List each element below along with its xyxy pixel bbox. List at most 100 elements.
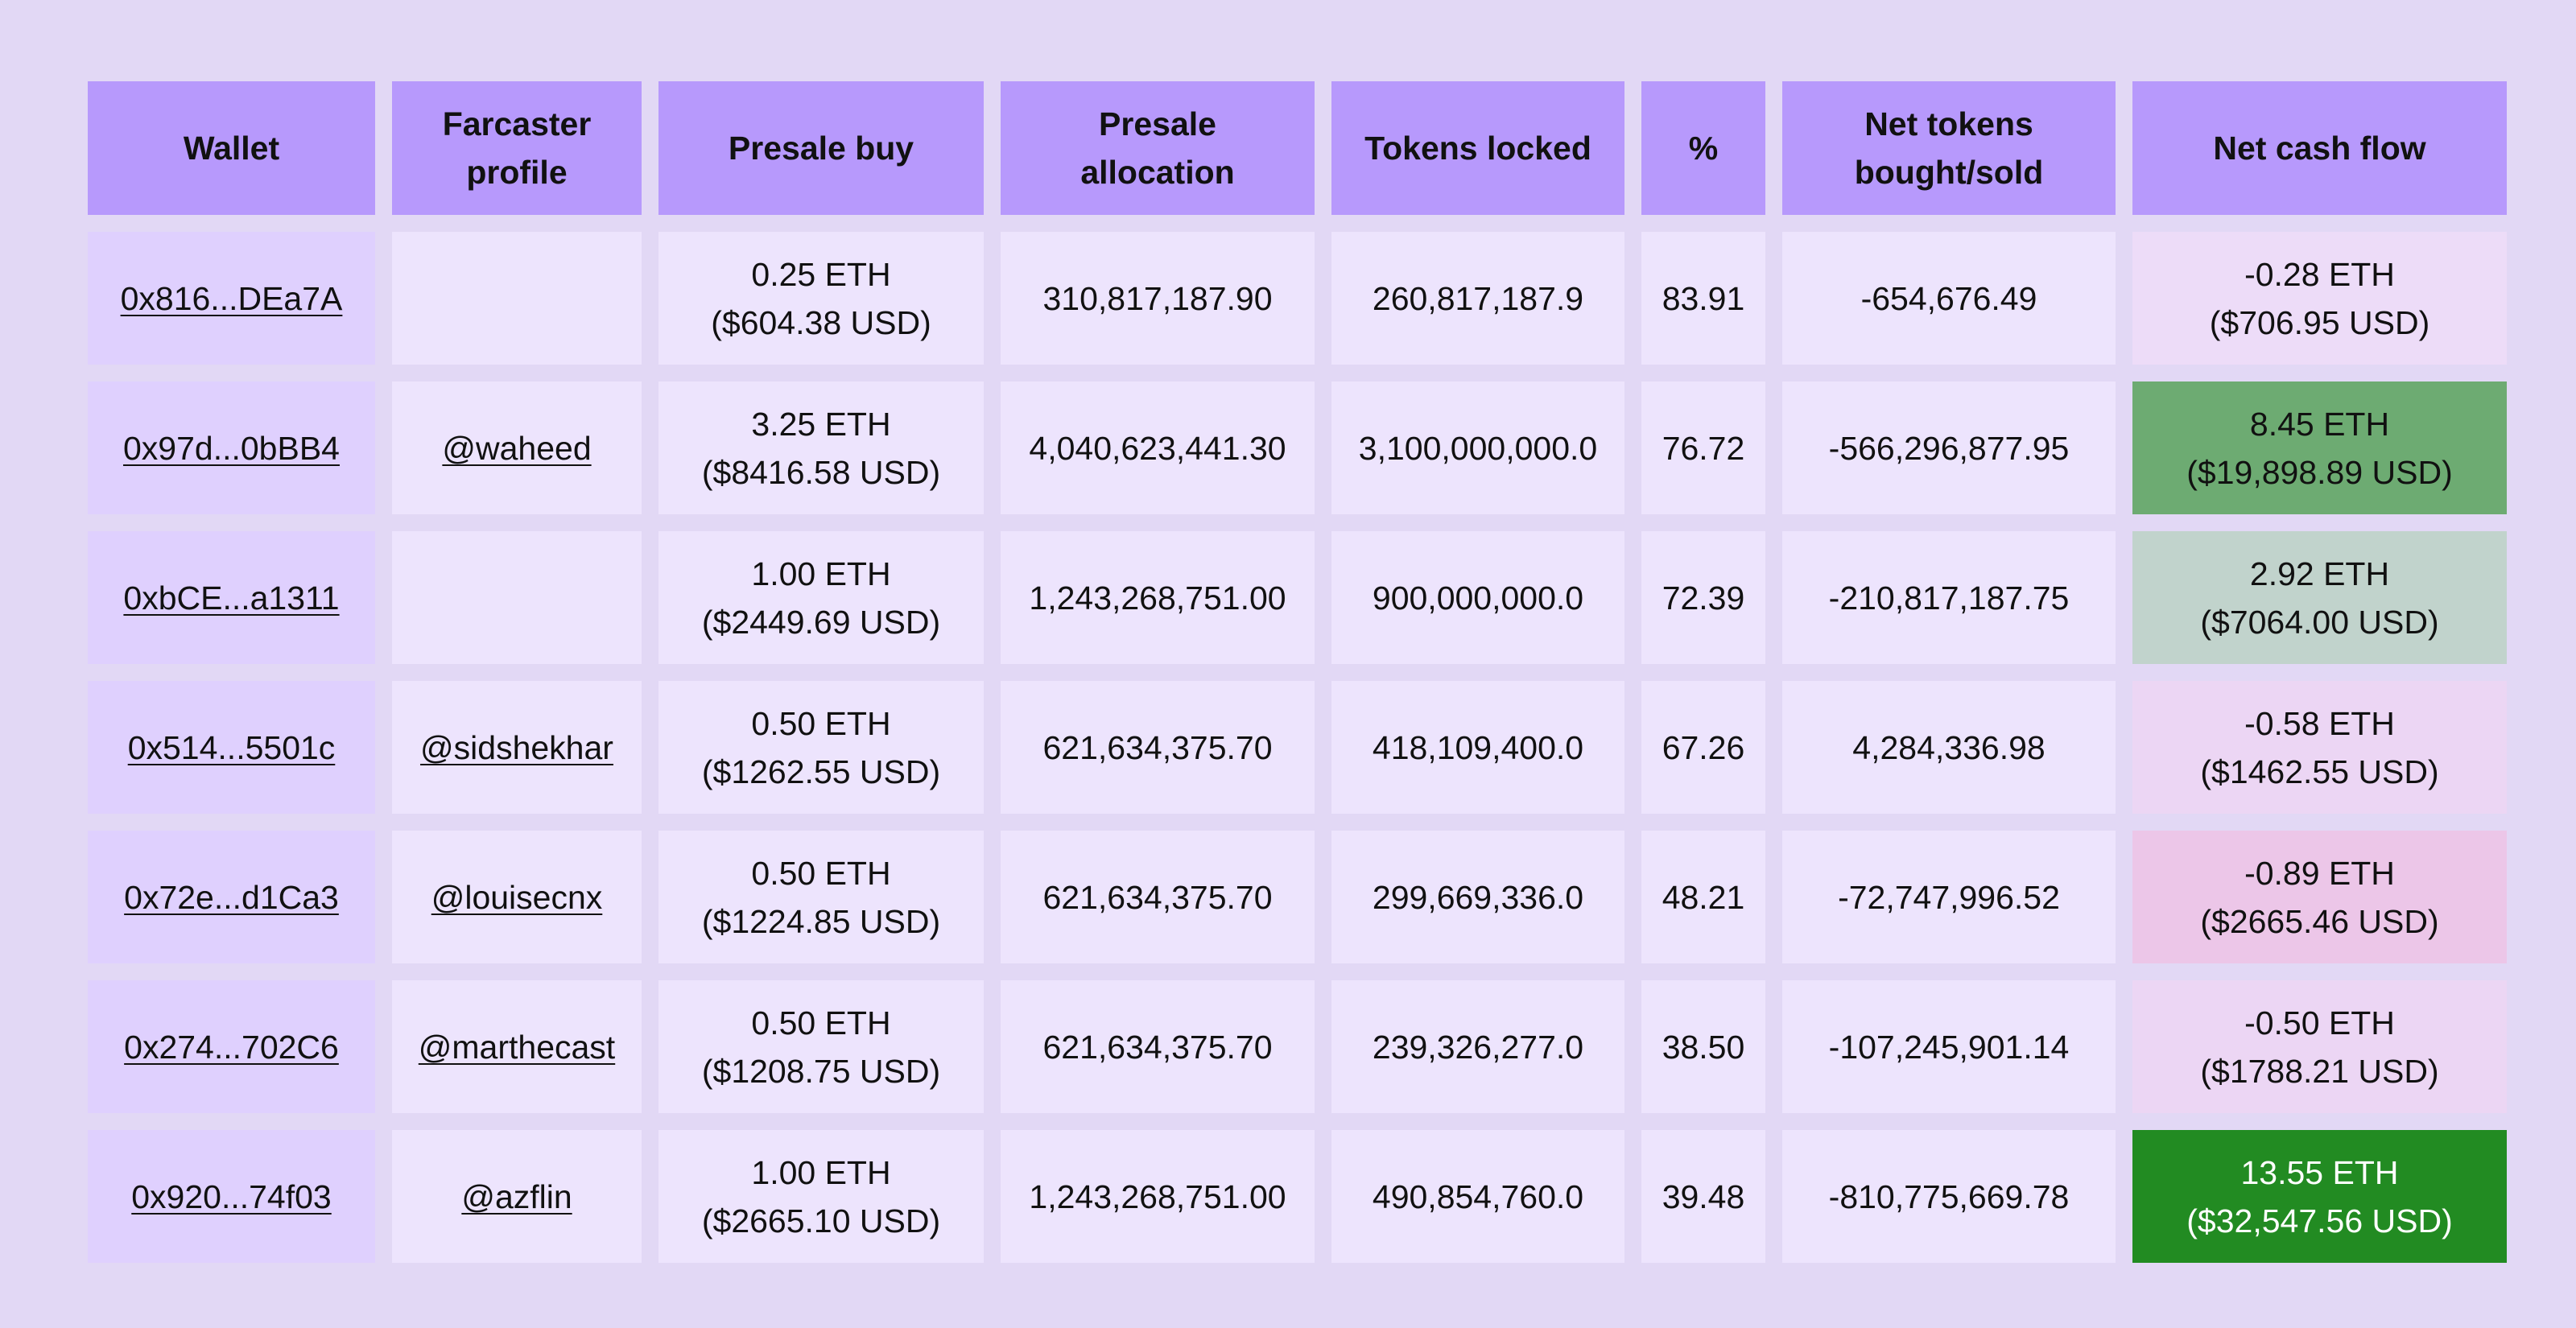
header-net-cash-flow: Net cash flow: [2132, 81, 2507, 215]
net-tokens-value: -654,676.49: [1860, 279, 2037, 317]
net-cash-eth: 13.55 ETH: [2240, 1153, 2399, 1191]
tokens-locked-cell: 490,854,760.0: [1331, 1130, 1624, 1263]
header-row: Wallet Farcaster profile Presale buy Pre…: [88, 81, 2507, 215]
presale-buy-cell: 1.00 ETH ($2665.10 USD): [658, 1130, 984, 1263]
header-presale-allocation-line1: Presale: [1099, 105, 1216, 142]
presale-buy-cell: 0.50 ETH ($1224.85 USD): [658, 831, 984, 963]
farcaster-cell: [392, 531, 642, 664]
net-cash-eth: -0.58 ETH: [2244, 704, 2395, 742]
farcaster-cell: @louisecnx: [392, 831, 642, 963]
percent-value: 39.48: [1662, 1177, 1745, 1215]
table-row: 0x97d...0bBB4 @waheed 3.25 ETH ($8416.58…: [88, 381, 2507, 514]
net-cash-eth: -0.50 ETH: [2244, 1004, 2395, 1041]
wallet-cell: 0x274...702C6: [88, 980, 375, 1113]
wallet-cell: 0x920...74f03: [88, 1130, 375, 1263]
tokens-locked-cell: 418,109,400.0: [1331, 681, 1624, 814]
percent-cell: 67.26: [1641, 681, 1765, 814]
tokens-locked-cell: 299,669,336.0: [1331, 831, 1624, 963]
header-wallet: Wallet: [88, 81, 375, 215]
farcaster-profile-link[interactable]: @marthecast: [418, 1028, 616, 1066]
farcaster-cell: @sidshekhar: [392, 681, 642, 814]
presale-buy-cell: 0.25 ETH ($604.38 USD): [658, 232, 984, 365]
presale-buy-eth: 0.50 ETH: [751, 704, 891, 742]
percent-cell: 72.39: [1641, 531, 1765, 664]
farcaster-profile-link[interactable]: @waheed: [442, 429, 592, 467]
farcaster-profile-link[interactable]: @louisecnx: [431, 878, 603, 916]
presale-allocation-value: 1,243,268,751.00: [1029, 579, 1286, 617]
table-row: 0x920...74f03 @azflin 1.00 ETH ($2665.10…: [88, 1130, 2507, 1263]
presale-buy-eth: 3.25 ETH: [751, 405, 891, 443]
wallet-link[interactable]: 0x816...DEa7A: [120, 279, 343, 317]
presale-buy-cell: 0.50 ETH ($1262.55 USD): [658, 681, 984, 814]
presale-buy-eth: 0.50 ETH: [751, 1004, 891, 1041]
percent-cell: 39.48: [1641, 1130, 1765, 1263]
table-row: 0x514...5501c @sidshekhar 0.50 ETH ($126…: [88, 681, 2507, 814]
presale-allocation-value: 621,634,375.70: [1042, 728, 1273, 766]
wallet-link[interactable]: 0x72e...d1Ca3: [124, 878, 339, 916]
header-tokens-locked-label: Tokens locked: [1364, 130, 1591, 167]
table-body: 0x816...DEa7A 0.25 ETH ($604.38 USD) 310…: [88, 232, 2507, 1263]
header-presale-allocation-line2: allocation: [1080, 154, 1235, 191]
presale-allocation-cell: 621,634,375.70: [1001, 681, 1315, 814]
net-cash-eth: -0.28 ETH: [2244, 255, 2395, 293]
farcaster-cell: @waheed: [392, 381, 642, 514]
header-tokens-locked: Tokens locked: [1331, 81, 1624, 215]
farcaster-cell: @marthecast: [392, 980, 642, 1113]
percent-value: 67.26: [1662, 728, 1745, 766]
presale-allocation-cell: 1,243,268,751.00: [1001, 531, 1315, 664]
presale-buy-usd: ($1208.75 USD): [701, 1052, 941, 1090]
table-row: 0x72e...d1Ca3 @louisecnx 0.50 ETH ($1224…: [88, 831, 2507, 963]
presale-buy-cell: 3.25 ETH ($8416.58 USD): [658, 381, 984, 514]
percent-value: 72.39: [1662, 579, 1745, 617]
tokens-locked-value: 900,000,000.0: [1372, 579, 1584, 617]
net-tokens-cell: -72,747,996.52: [1782, 831, 2116, 963]
farcaster-profile-link[interactable]: @azflin: [461, 1177, 572, 1215]
presale-buy-eth: 1.00 ETH: [751, 1153, 891, 1191]
net-cash-usd: ($1462.55 USD): [2200, 753, 2439, 790]
wallet-link[interactable]: 0x514...5501c: [127, 728, 336, 766]
farcaster-profile-link[interactable]: @sidshekhar: [420, 728, 613, 766]
wallet-link[interactable]: 0x920...74f03: [131, 1177, 332, 1215]
percent-cell: 48.21: [1641, 831, 1765, 963]
net-cash-usd: ($706.95 USD): [2209, 303, 2430, 341]
wallet-cell: 0x816...DEa7A: [88, 232, 375, 365]
header-farcaster-profile: Farcaster profile: [392, 81, 642, 215]
table-row: 0x274...702C6 @marthecast 0.50 ETH ($120…: [88, 980, 2507, 1113]
net-cash-eth: 2.92 ETH: [2249, 555, 2390, 592]
net-tokens-value: -810,775,669.78: [1828, 1177, 2070, 1215]
tokens-locked-cell: 239,326,277.0: [1331, 980, 1624, 1113]
presale-allocation-value: 4,040,623,441.30: [1029, 429, 1286, 467]
header-net-tokens: Net tokens bought/sold: [1782, 81, 2116, 215]
header-presale-buy-label: Presale buy: [728, 130, 914, 167]
net-cash-flow-cell: -0.50 ETH ($1788.21 USD): [2132, 980, 2507, 1113]
tokens-locked-value: 3,100,000,000.0: [1358, 429, 1598, 467]
net-cash-flow-cell: 2.92 ETH ($7064.00 USD): [2132, 531, 2507, 664]
presale-buy-usd: ($1224.85 USD): [701, 902, 941, 940]
header-net-tokens-line2: bought/sold: [1854, 154, 2044, 191]
percent-value: 48.21: [1662, 878, 1745, 916]
wallet-link[interactable]: 0x97d...0bBB4: [123, 429, 340, 467]
net-cash-usd: ($32,547.56 USD): [2186, 1202, 2453, 1239]
presale-buy-cell: 1.00 ETH ($2449.69 USD): [658, 531, 984, 664]
presale-allocation-cell: 310,817,187.90: [1001, 232, 1315, 365]
net-tokens-cell: -810,775,669.78: [1782, 1130, 2116, 1263]
header-presale-allocation: Presale allocation: [1001, 81, 1315, 215]
net-tokens-value: 4,284,336.98: [1852, 728, 2046, 766]
presale-allocation-value: 310,817,187.90: [1042, 279, 1273, 317]
table-row: 0x816...DEa7A 0.25 ETH ($604.38 USD) 310…: [88, 232, 2507, 365]
net-tokens-value: -566,296,877.95: [1828, 429, 2070, 467]
wallet-link[interactable]: 0x274...702C6: [124, 1028, 339, 1066]
presale-buy-usd: ($604.38 USD): [711, 303, 931, 341]
net-cash-usd: ($7064.00 USD): [2200, 603, 2439, 641]
wallet-link[interactable]: 0xbCE...a1311: [123, 579, 340, 617]
tokens-locked-cell: 3,100,000,000.0: [1331, 381, 1624, 514]
header-farcaster-line2: profile: [466, 154, 568, 191]
presale-buy-eth: 0.25 ETH: [751, 255, 891, 293]
presale-buy-usd: ($1262.55 USD): [701, 753, 941, 790]
percent-cell: 83.91: [1641, 232, 1765, 365]
tokens-locked-value: 260,817,187.9: [1372, 279, 1584, 317]
percent-value: 38.50: [1662, 1028, 1745, 1066]
percent-cell: 38.50: [1641, 980, 1765, 1113]
net-tokens-value: -107,245,901.14: [1828, 1028, 2070, 1066]
net-cash-eth: 8.45 ETH: [2249, 405, 2390, 443]
